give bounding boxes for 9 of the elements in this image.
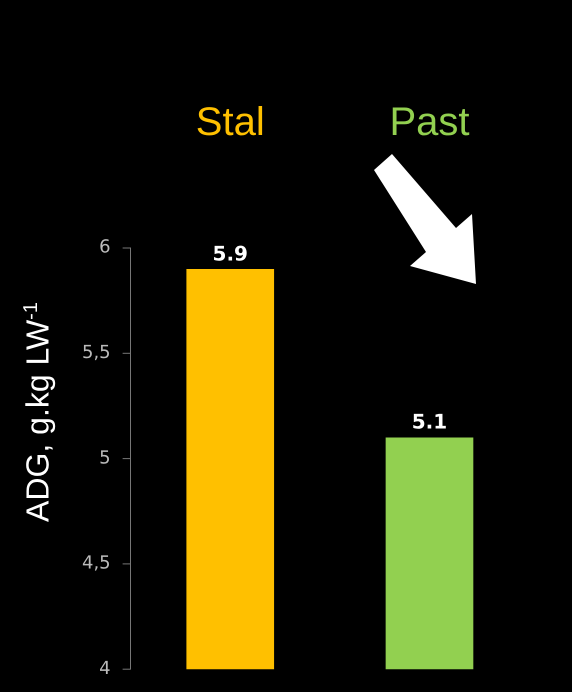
x-tick-label: Past — [389, 100, 470, 144]
y-tick-label: 5 — [99, 447, 111, 468]
data-label: 5.1 — [412, 410, 448, 434]
y-tick-label: 5,5 — [82, 342, 111, 363]
y-tick-label: 4 — [99, 658, 111, 679]
y-tick-label: 6 — [99, 236, 111, 258]
y-tick-label: 4,5 — [82, 552, 111, 574]
data-label: 5.9 — [212, 241, 248, 266]
x-tick-label: Stal — [196, 100, 265, 144]
